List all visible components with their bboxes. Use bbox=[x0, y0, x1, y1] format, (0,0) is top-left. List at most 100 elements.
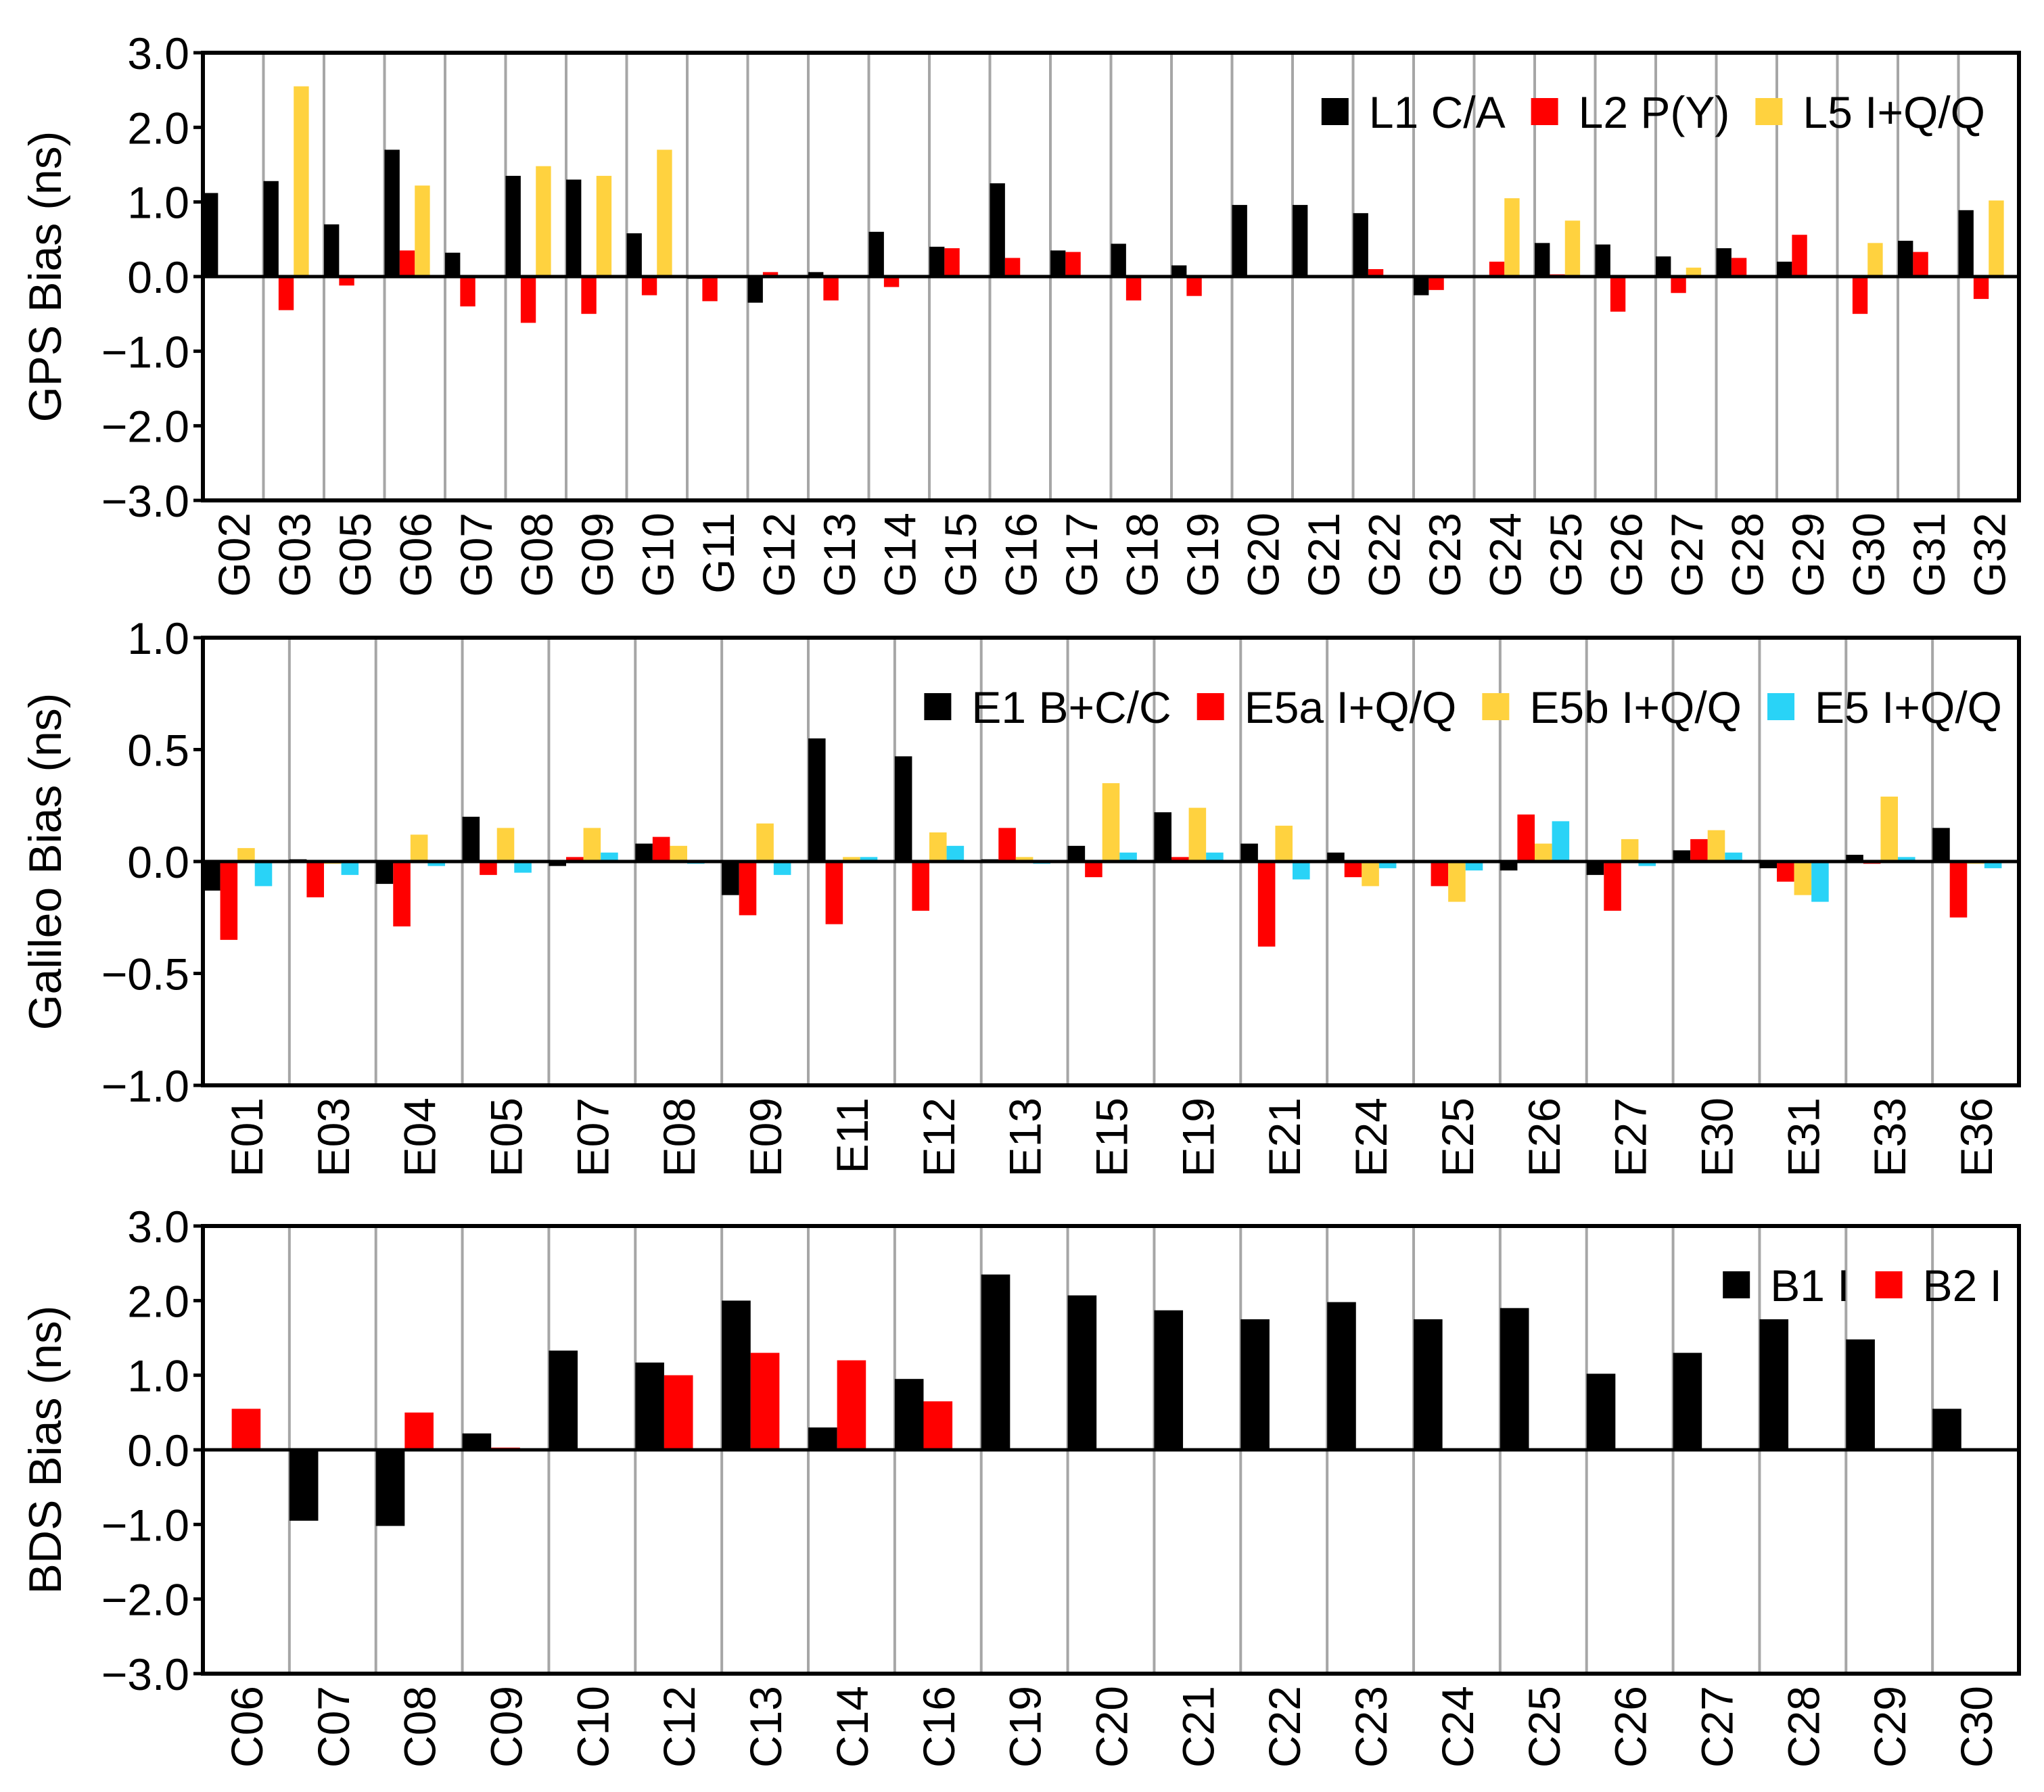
galileo-xtick-label-e24: E24 bbox=[1346, 1098, 1396, 1177]
gps-bar-g26-s1 bbox=[1610, 277, 1626, 312]
galileo-xtick-label-e11: E11 bbox=[827, 1098, 877, 1174]
bds-xtick-label-c08: C08 bbox=[395, 1686, 445, 1768]
galileo-bar-e31-s0 bbox=[1759, 862, 1777, 868]
galileo-panel: 1.0 0.5 0.0 −0.5 −1.0 E01 E03 E04 E05 E07 E08 E09 E1… bbox=[20, 613, 2021, 1177]
galileo-xtick-label-e30: E30 bbox=[1692, 1098, 1742, 1177]
galileo-ytick-label: 0.0 bbox=[127, 837, 189, 887]
bds-ylabel: BDS Bias (ns) bbox=[20, 1306, 71, 1595]
galileo-bar-e31-s1 bbox=[1777, 862, 1794, 882]
gps-legend-label-1: L2 P(Y) bbox=[1579, 87, 1730, 137]
gps-bar-g28-s1 bbox=[1731, 258, 1747, 277]
bds-xtick-label-c16: C16 bbox=[914, 1686, 964, 1768]
galileo-bar-e01-s0 bbox=[203, 862, 220, 891]
galileo-xtick-label-e36: E36 bbox=[1951, 1098, 2001, 1177]
gps-xtick-label-g14: G14 bbox=[875, 513, 925, 597]
gps-bar-g08-s1 bbox=[520, 277, 536, 323]
gps-legend-swatch-0 bbox=[1321, 98, 1349, 125]
gps-xtick-label-g11: G11 bbox=[693, 513, 743, 594]
bds-legend-swatch-0 bbox=[1723, 1271, 1750, 1298]
gps-bar-g31-s1 bbox=[1913, 252, 1928, 277]
galileo-bar-e11-s0 bbox=[808, 738, 826, 862]
bds-bar-c14-s0 bbox=[808, 1427, 837, 1450]
gps-bar-g06-s2 bbox=[415, 185, 430, 277]
bds-xtick-label-c30: C30 bbox=[1951, 1686, 2001, 1768]
gps-xtick-label-g09: G09 bbox=[572, 513, 622, 597]
gps-bar-g10-s0 bbox=[626, 233, 642, 277]
gps-xtick-label-g27: G27 bbox=[1662, 513, 1712, 597]
galileo-ytick-label: −1.0 bbox=[101, 1061, 189, 1111]
galileo-bar-e05-s1 bbox=[480, 862, 497, 875]
galileo-bar-e27-s1 bbox=[1604, 862, 1621, 911]
gps-xtick-label-g07: G07 bbox=[451, 513, 501, 597]
gps-bar-g03-s0 bbox=[263, 181, 279, 277]
bds-bar-c16-s0 bbox=[894, 1379, 924, 1450]
bds-bar-c23-s0 bbox=[1327, 1302, 1356, 1450]
galileo-legend-label-0: E1 B+C/C bbox=[971, 682, 1171, 732]
galileo-bar-e21-s3 bbox=[1293, 862, 1310, 880]
galileo-xtick-label-e12: E12 bbox=[914, 1098, 964, 1177]
galileo-bar-e30-s3 bbox=[1725, 852, 1742, 862]
galileo-bar-e04-s2 bbox=[410, 834, 428, 862]
gps-bar-g19-s1 bbox=[1186, 277, 1202, 296]
gps-bar-g27-s1 bbox=[1671, 277, 1686, 293]
gps-legend-swatch-1 bbox=[1531, 98, 1558, 125]
bds-xtick-label-c06: C06 bbox=[222, 1686, 272, 1768]
bds-bar-c13-s1 bbox=[750, 1352, 780, 1450]
gps-bar-g10-s1 bbox=[641, 277, 657, 296]
gps-legend-label-2: L5 I+Q/Q bbox=[1803, 87, 1985, 137]
galileo-xtick-label-e03: E03 bbox=[308, 1098, 358, 1177]
galileo-bar-e31-s2 bbox=[1794, 862, 1812, 895]
gps-ytick-label: 3.0 bbox=[127, 28, 189, 78]
gps-bar-g24-s2 bbox=[1504, 198, 1520, 277]
bds-ytick-label: −2.0 bbox=[101, 1575, 189, 1625]
gps-xtick-label-g03: G03 bbox=[269, 513, 319, 597]
galileo-bar-e01-s2 bbox=[237, 848, 255, 862]
gps-bar-g24-s1 bbox=[1489, 261, 1505, 277]
galileo-bar-e12-s2 bbox=[929, 832, 947, 862]
bds-xtick-label-c12: C12 bbox=[654, 1686, 704, 1768]
gps-bar-g31-s0 bbox=[1898, 241, 1913, 277]
galileo-bar-e36-s3 bbox=[1984, 862, 2002, 868]
gps-bar-g15-s0 bbox=[929, 246, 945, 277]
gps-bar-g29-s1 bbox=[1792, 235, 1807, 277]
gps-bar-g22-s1 bbox=[1368, 268, 1384, 277]
bds-xtick-label-c10: C10 bbox=[567, 1686, 618, 1768]
gps-bar-g28-s0 bbox=[1716, 248, 1732, 277]
gps-ytick-label: 0.0 bbox=[127, 252, 189, 302]
galileo-bar-e01-s1 bbox=[220, 862, 238, 940]
gps-bar-g03-s1 bbox=[278, 277, 294, 310]
galileo-bar-e11-s3 bbox=[860, 857, 878, 862]
galileo-bar-e19-s3 bbox=[1206, 852, 1224, 862]
bds-xtick-label-c13: C13 bbox=[741, 1686, 791, 1768]
galileo-bar-e09-s1 bbox=[739, 862, 757, 916]
gps-bar-g32-s2 bbox=[1989, 200, 2004, 277]
gps-xtick-label-g20: G20 bbox=[1238, 513, 1288, 597]
galileo-legend-label-3: E5 I+Q/Q bbox=[1815, 682, 2002, 732]
galileo-bar-e26-s0 bbox=[1500, 862, 1518, 871]
gps-bar-g17-s0 bbox=[1050, 250, 1066, 277]
galileo-bar-e08-s1 bbox=[652, 836, 670, 862]
gps-bar-g30-s1 bbox=[1852, 277, 1868, 314]
galileo-bar-e08-s2 bbox=[670, 845, 687, 862]
gps-legend-swatch-2 bbox=[1755, 98, 1783, 125]
galileo-xtick-label-e13: E13 bbox=[1000, 1098, 1050, 1177]
galileo-bar-e04-s3 bbox=[427, 862, 445, 866]
gps-xtick-label-g23: G23 bbox=[1420, 513, 1470, 597]
gps-ytick-label: −3.0 bbox=[101, 476, 189, 526]
galileo-bar-e21-s0 bbox=[1240, 843, 1258, 862]
gps-ytick-label: 1.0 bbox=[127, 178, 189, 228]
bds-bar-c08-s0 bbox=[375, 1450, 405, 1526]
galileo-bar-e19-s0 bbox=[1154, 812, 1171, 862]
gps-bar-g09-s2 bbox=[596, 176, 612, 277]
bds-bar-c20-s0 bbox=[1067, 1295, 1097, 1450]
gps-xtick-label-g02: G02 bbox=[209, 513, 259, 597]
galileo-bar-e07-s2 bbox=[583, 828, 601, 862]
galileo-bar-e25-s3 bbox=[1465, 862, 1483, 871]
bds-xtick-label-c29: C29 bbox=[1865, 1686, 1915, 1768]
bds-ytick-label: 2.0 bbox=[127, 1276, 189, 1326]
galileo-bar-e30-s1 bbox=[1690, 839, 1708, 862]
bds-legend-swatch-1 bbox=[1875, 1271, 1903, 1298]
galileo-bar-e12-s3 bbox=[946, 845, 965, 862]
bds-bar-c26-s0 bbox=[1586, 1373, 1616, 1450]
